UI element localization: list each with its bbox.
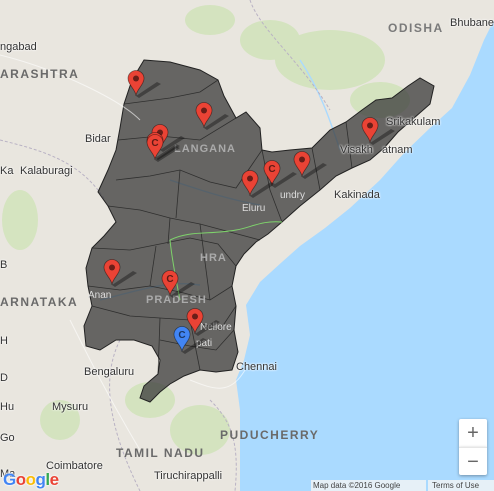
marker-visakhapatnam[interactable] xyxy=(361,117,401,156)
state-overlay-region xyxy=(83,59,435,403)
marker-kadapa[interactable]: C xyxy=(161,270,201,309)
city-kalaburagi-label: Kalaburagi xyxy=(20,165,73,177)
city-aurangabad-label: ngabad xyxy=(0,41,37,53)
zoom-in-button[interactable]: + xyxy=(459,419,487,447)
city-ka-label: Ka xyxy=(0,165,14,177)
map-pin-icon xyxy=(195,102,229,130)
marker-eluru[interactable] xyxy=(241,170,281,209)
map-pin-icon xyxy=(293,151,327,179)
marker-karimnagar[interactable] xyxy=(127,70,167,109)
overlay-tirupati-label: pati xyxy=(196,338,213,349)
city-ma-label: Ma xyxy=(0,468,16,480)
state-tamil-nadu-label: TAMIL NADU xyxy=(116,446,205,460)
map-pin-icon: C xyxy=(161,270,195,298)
city-bhubaneswar-label: Bhubanes xyxy=(450,17,494,29)
map-pin-icon: C xyxy=(263,160,297,188)
state-puducherry-label: PUDUCHERRY xyxy=(220,428,320,442)
city-hubli-label: Hu xyxy=(0,401,15,413)
map-pin-icon xyxy=(127,70,161,98)
marker-tirupati[interactable] xyxy=(186,308,226,347)
city-h-edge-label: H xyxy=(0,335,8,347)
overlay-hra-label: HRA xyxy=(200,252,227,264)
marker-glyph: C xyxy=(151,138,158,149)
city-mysuru-label: Mysuru xyxy=(52,401,89,413)
city-d-edge-label: D xyxy=(0,372,8,384)
map-pin-icon: C xyxy=(146,134,180,162)
overlay-anantapur-label: Anan xyxy=(88,290,112,301)
marker-glyph: C xyxy=(178,330,185,341)
map-pin-icon: C xyxy=(173,326,207,354)
map-pin-icon xyxy=(103,259,137,287)
city-tiruchirappalli-label: Tiruchirappalli xyxy=(154,470,223,482)
map-pin-icon xyxy=(186,308,220,336)
city-chennai-label: Chennai xyxy=(236,361,277,373)
overlay-pradesh-label: PRADESH xyxy=(146,294,207,306)
city-bengaluru-label: Bengaluru xyxy=(84,366,135,378)
marker-chittoor-blue[interactable]: C xyxy=(173,326,213,365)
city-srikakulam-label: Srikakulam xyxy=(386,116,441,128)
overlay-telangana-label: LANGANA xyxy=(174,143,236,155)
state-odisha-label: ODISHA xyxy=(388,21,444,35)
state-maharashtra-label: ARASHTRA xyxy=(0,67,80,81)
marker-glyph: C xyxy=(166,274,173,285)
google-logo[interactable]: Google xyxy=(3,470,59,489)
city-go-label: Go xyxy=(0,432,15,444)
map-pin-icon xyxy=(361,117,395,145)
overlay-rajahmundry-label: undry xyxy=(280,190,306,201)
city-ballari-edge-label: B xyxy=(0,259,8,271)
city-visakhapatnam-a-label: Visakh xyxy=(340,144,373,156)
overlay-eluru-label: Eluru xyxy=(242,203,266,214)
marker-rajahmundry-1[interactable] xyxy=(293,151,333,190)
marker-adilabad[interactable] xyxy=(195,102,235,141)
overlay-nellore-label: Nellore xyxy=(200,322,232,333)
city-visakhapatnam-b-label: atnam xyxy=(382,144,413,156)
state-karnataka-label: ARNATAKA xyxy=(0,295,79,309)
marker-hyderabad-3[interactable]: C xyxy=(146,134,186,173)
zoom-out-button[interactable]: − xyxy=(459,447,487,475)
city-coimbatore-label: Coimbatore xyxy=(46,460,103,472)
terms-of-use-link[interactable]: Terms of Use xyxy=(428,480,494,491)
city-kakinada-label: Kakinada xyxy=(334,189,380,201)
marker-anantapur[interactable] xyxy=(103,259,143,298)
marker-glyph: C xyxy=(268,164,275,175)
city-bidar-label: Bidar xyxy=(85,133,111,145)
marker-rajahmundry-2[interactable]: C xyxy=(263,160,303,199)
map-attribution: Map data ©2016 Google xyxy=(311,480,426,491)
map-pin-icon xyxy=(241,170,275,198)
